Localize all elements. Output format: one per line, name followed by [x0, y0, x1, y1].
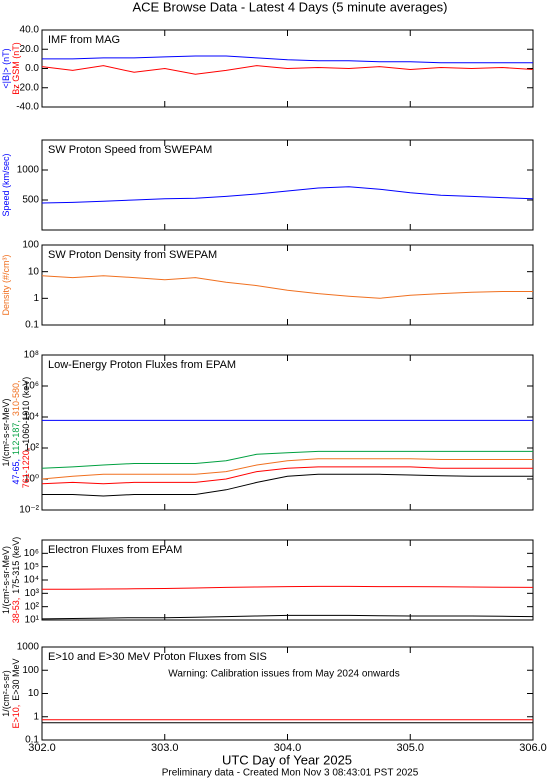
y-axis-label: 1/(cm²-s-sr-MeV) — [1, 546, 11, 614]
y-tick-label: 40.0 — [20, 25, 40, 36]
y-axis-label: 761-1220, 1060-1910 (keV) — [21, 377, 31, 489]
y-tick-label: 0.1 — [25, 320, 39, 331]
y-tick-label: 500 — [22, 195, 39, 206]
page-title: ACE Browse Data - Latest 4 Days (5 minut… — [132, 0, 447, 14]
y-axis-label-part: 310-580, — [11, 381, 21, 417]
y-axis-label: Bz GSM (nT) — [11, 42, 21, 95]
y-tick-label: 10⁻² — [19, 505, 39, 516]
y-tick-label: 0.0 — [25, 63, 39, 74]
annotation: Warning: Calibration issues from May 202… — [168, 669, 399, 680]
y-axis-label-part: 1060-1910 (keV) — [21, 377, 31, 444]
y-axis-label-part: 761-1220, — [21, 448, 31, 489]
y-axis-label-part: E>30 MeV — [11, 658, 21, 700]
y-axis-label-part: 38-53, — [11, 598, 21, 624]
panel-title: SW Proton Speed from SWEPAM — [48, 144, 212, 156]
y-axis-label-part: 112-187, — [11, 420, 21, 455]
y-tick-label: 10² — [25, 601, 40, 612]
y-tick-label: 1000 — [17, 642, 40, 653]
y-tick-label: 10⁴ — [24, 575, 39, 586]
panel-title: SW Proton Density from SWEPAM — [48, 249, 217, 261]
y-tick-label: 100 — [22, 240, 39, 251]
panel-title: E>10 and E>30 MeV Proton Fluxes from SIS — [48, 651, 267, 663]
y-tick-label: 10² — [25, 443, 40, 454]
footer: Preliminary data - Created Mon Nov 3 08:… — [162, 768, 419, 779]
y-axis-label-part: Speed (km/sec) — [1, 153, 11, 216]
y-tick-label: 1 — [33, 711, 39, 722]
x-tick-label: 306.0 — [519, 742, 547, 754]
y-tick-label: 0.1 — [25, 735, 39, 746]
y-tick-label: 10⁴ — [24, 412, 39, 423]
series-line — [42, 585, 534, 590]
y-axis-label: E>10, E>30 MeV — [11, 658, 21, 728]
y-tick-label: 20.0 — [20, 44, 40, 55]
y-axis-label: <|B|> (nT) — [1, 48, 11, 88]
y-tick-label: -20.0 — [16, 82, 39, 93]
y-axis-label-part: Density (#/cm³) — [1, 254, 11, 315]
y-axis-label-part: 1/(cm²-s-sr-MeV) — [1, 546, 11, 614]
y-axis-label-part: E>10, — [11, 705, 21, 729]
y-axis-label: 38-53, 175-315 (keV) — [11, 537, 21, 624]
y-axis-label-part: Bz GSM (nT) — [11, 42, 21, 95]
y-tick-label: 10⁵ — [24, 561, 39, 572]
y-tick-label: 10⁶ — [24, 548, 39, 559]
y-tick-label: 10⁰ — [24, 474, 39, 485]
y-axis-label-part: 175-315 (keV) — [11, 537, 21, 594]
series-line — [42, 473, 533, 497]
y-axis-label-part: 1/(cm²-s-sr) — [1, 670, 11, 717]
y-axis-label: 47-65, 112-187, 310-580, — [11, 381, 21, 485]
y-axis-label: 1/(cm²-s-sr-MeV) — [1, 399, 11, 467]
y-tick-label: 1000 — [17, 165, 40, 176]
x-tick-label: 303.0 — [151, 742, 179, 754]
y-tick-label: 10⁸ — [24, 350, 39, 361]
y-axis-label: Density (#/cm³) — [1, 254, 11, 315]
y-tick-label: 10³ — [25, 588, 40, 599]
y-tick-label: 10⁶ — [24, 381, 39, 392]
panel-title: Electron Fluxes from EPAM — [48, 544, 182, 556]
y-tick-label: 10 — [28, 266, 40, 277]
series-line — [41, 65, 534, 75]
y-axis-label-part: <|B|> (nT) — [1, 48, 11, 88]
y-axis-label-part: 47-65, — [11, 459, 21, 485]
y-tick-label: 10¹ — [25, 615, 40, 626]
series-line — [41, 614, 534, 620]
panel-title: Low-Energy Proton Fluxes from EPAM — [48, 359, 236, 371]
series-line — [42, 55, 533, 64]
y-tick-label: 100 — [22, 665, 39, 676]
plot-frame — [41, 354, 534, 511]
y-tick-label: 10 — [28, 688, 40, 699]
y-axis-label-part: 1/(cm²-s-sr-MeV) — [1, 399, 11, 467]
y-axis-label: 1/(cm²-s-sr) — [1, 670, 11, 717]
series-line — [41, 186, 534, 204]
panel-title: IMF from MAG — [48, 34, 120, 46]
y-axis-label: Speed (km/sec) — [1, 153, 11, 216]
x-tick-label: 304.0 — [274, 742, 302, 754]
x-axis-label: UTC Day of Year 2025 — [222, 752, 352, 767]
series-line — [41, 466, 533, 485]
x-tick-label: 305.0 — [396, 742, 424, 754]
series-line — [41, 275, 533, 299]
series-line — [41, 450, 533, 469]
x-tick-label: 302.0 — [28, 742, 56, 754]
y-tick-label: 1 — [33, 293, 39, 304]
y-tick-label: -40.0 — [16, 102, 39, 113]
series-line — [41, 458, 533, 480]
